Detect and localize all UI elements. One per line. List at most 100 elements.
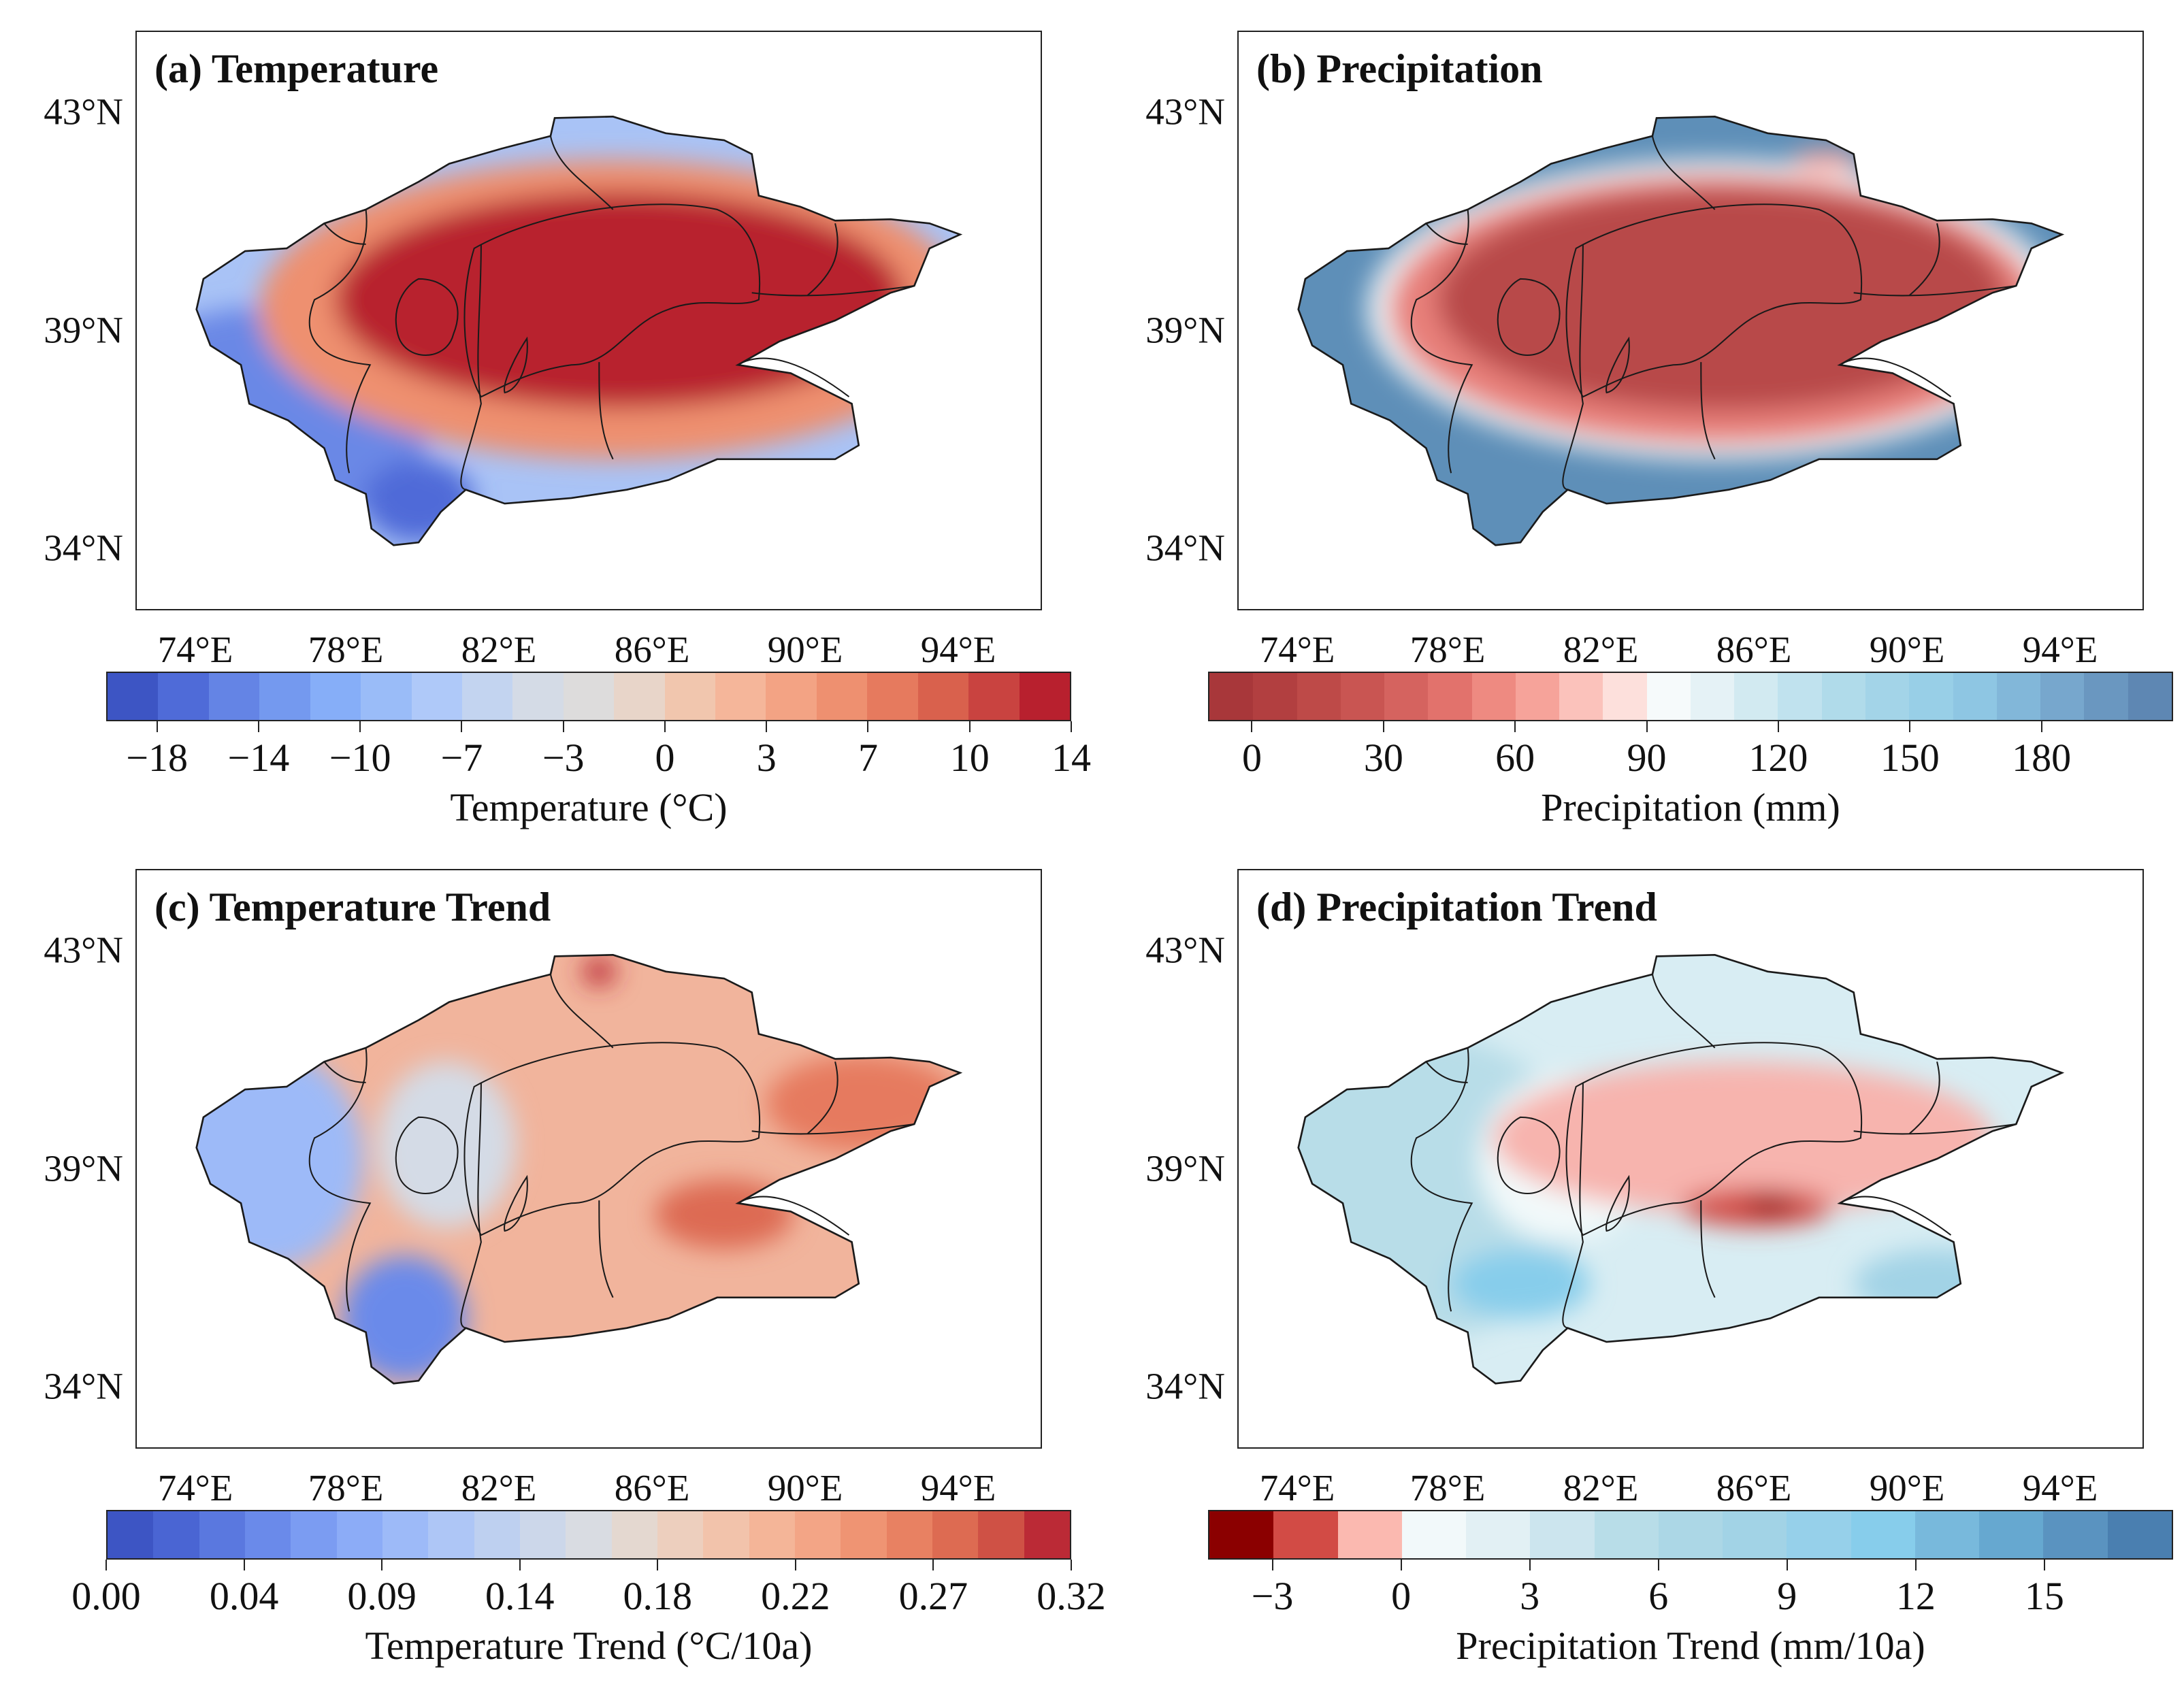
lat-tick-label: 34°N: [1145, 1365, 1225, 1407]
lon-tick-label: 90°E: [1869, 1467, 1945, 1509]
colorbar-tick-label: −3: [1251, 1574, 1294, 1618]
colorbar-tick: [1914, 1560, 1917, 1570]
colorbar-tick-label: 120: [1748, 736, 1808, 780]
colorbar-segment: [1914, 1511, 1980, 1558]
field-patch: [582, 957, 616, 986]
colorbar-segment: [563, 673, 615, 720]
colorbar-tick: [156, 721, 158, 732]
lat-tick-label: 39°N: [44, 1147, 123, 1189]
subregion-boundary: [1908, 1062, 1940, 1135]
field-patch: [363, 459, 474, 543]
colorbar-segment: [841, 1511, 887, 1558]
subregion-boundary: [1410, 1047, 1473, 1312]
colorbar-segment: [1209, 673, 1254, 720]
colorbar-segment: [1723, 1511, 1787, 1558]
field-patch: [1493, 1062, 1993, 1215]
colorbar-segment: [749, 1511, 795, 1558]
colorbar-segment: [382, 1511, 429, 1558]
colorbar-segment: [1658, 1511, 1723, 1558]
colorbar-tick: [1646, 721, 1648, 732]
colorbar: [1208, 672, 2173, 721]
colorbar-tick: [1271, 1560, 1273, 1570]
map-frame: (c) Temperature Trend: [135, 869, 1042, 1449]
colorbar-tick: [1382, 721, 1384, 732]
lon-tick-label: 86°E: [1716, 629, 1792, 670]
lon-tick-label: 74°E: [1259, 629, 1335, 670]
lat-tick-label: 43°N: [44, 929, 123, 971]
colorbar-segment: [1996, 673, 2041, 720]
colorbar-tick-label: −10: [329, 736, 391, 780]
subregion-boundary: [1425, 223, 1468, 245]
field-layer: [1298, 116, 2062, 546]
subregion-boundary: [806, 223, 838, 297]
lon-tick-label: 94°E: [920, 629, 996, 670]
colorbar-segment: [1253, 673, 1297, 720]
lon-tick-label: 90°E: [1869, 629, 1945, 670]
colorbar-tick: [932, 1560, 934, 1570]
field-layer: [196, 955, 960, 1384]
subregion-boundary: [549, 135, 614, 210]
colorbar-segment: [199, 1511, 245, 1558]
colorbar-label: Temperature (°C): [450, 785, 728, 829]
panel-title: (a) Temperature: [154, 46, 439, 91]
field-shading: [1367, 150, 2062, 459]
subregion-boundary: [1425, 1061, 1468, 1083]
colorbar-segment: [1428, 673, 1472, 720]
subregion-boundary: [598, 362, 614, 460]
lon-tick-label: 82°E: [1563, 629, 1639, 670]
subregion-boundary: [308, 209, 372, 474]
lat-tick-label: 43°N: [1145, 929, 1225, 971]
colorbar-segment: [978, 1511, 1024, 1558]
subregion-boundary: [751, 1123, 915, 1135]
colorbar-segment: [1209, 1511, 1274, 1558]
colorbar-tick: [2043, 1560, 2045, 1570]
colorbar: [106, 1510, 1071, 1560]
colorbar-segment: [932, 1511, 979, 1558]
subregion-boundary: [395, 278, 459, 356]
field-layer: [1298, 955, 2062, 1384]
colorbar: [1208, 1510, 2173, 1560]
colorbar-segment: [411, 673, 462, 720]
map-canvas: [195, 954, 963, 1385]
colorbar-segment: [244, 1511, 291, 1558]
colorbar-segment: [917, 673, 969, 720]
subregion-boundary: [1497, 1116, 1561, 1194]
lat-tick-label: 39°N: [1145, 309, 1225, 351]
subregion-boundary: [395, 1116, 459, 1194]
colorbar-segment: [614, 673, 665, 720]
colorbar-tick-label: −18: [126, 736, 188, 780]
colorbar-tick: [2040, 721, 2042, 732]
lon-tick-label: 86°E: [614, 629, 690, 670]
lon-tick-label: 94°E: [2022, 629, 2098, 670]
subregion-boundary: [751, 285, 915, 297]
colorbar-tick: [243, 1560, 245, 1570]
colorbar-segment: [1384, 673, 1429, 720]
lon-tick-label: 90°E: [767, 1467, 843, 1509]
subregion-boundary: [1700, 362, 1716, 460]
subregion-boundary: [1700, 1200, 1716, 1298]
colorbar-tick-label: 180: [2012, 736, 2072, 780]
subregion-boundary: [1853, 285, 2017, 297]
subregion-boundary: [323, 1061, 366, 1083]
colorbar-tick-label: 10: [949, 736, 990, 780]
map-frame: (b) Precipitation: [1237, 31, 2144, 610]
subregion-boundary: [323, 223, 366, 245]
lon-tick-label: 86°E: [1716, 1467, 1792, 1509]
colorbar-segment: [1909, 673, 1953, 720]
map-canvas: [1297, 954, 2065, 1385]
colorbar-tick: [257, 721, 259, 732]
colorbar-segment: [1530, 1511, 1595, 1558]
colorbar-tick-label: −7: [440, 736, 483, 780]
subregion-boundary: [549, 974, 614, 1049]
colorbar-segment: [1787, 1511, 1851, 1558]
subregion-boundary: [1410, 209, 1473, 474]
colorbar-segment: [208, 673, 260, 720]
field-patch: [1853, 1249, 2021, 1319]
colorbar-tick-label: 15: [2024, 1574, 2064, 1618]
field-patch: [654, 1179, 794, 1249]
colorbar-label: Temperature Trend (°C/10a): [365, 1624, 813, 1668]
colorbar-segment: [1979, 1511, 2044, 1558]
lon-tick-label: 74°E: [157, 1467, 233, 1509]
lon-tick-label: 74°E: [1259, 1467, 1335, 1509]
colorbar-segment: [1337, 1511, 1402, 1558]
